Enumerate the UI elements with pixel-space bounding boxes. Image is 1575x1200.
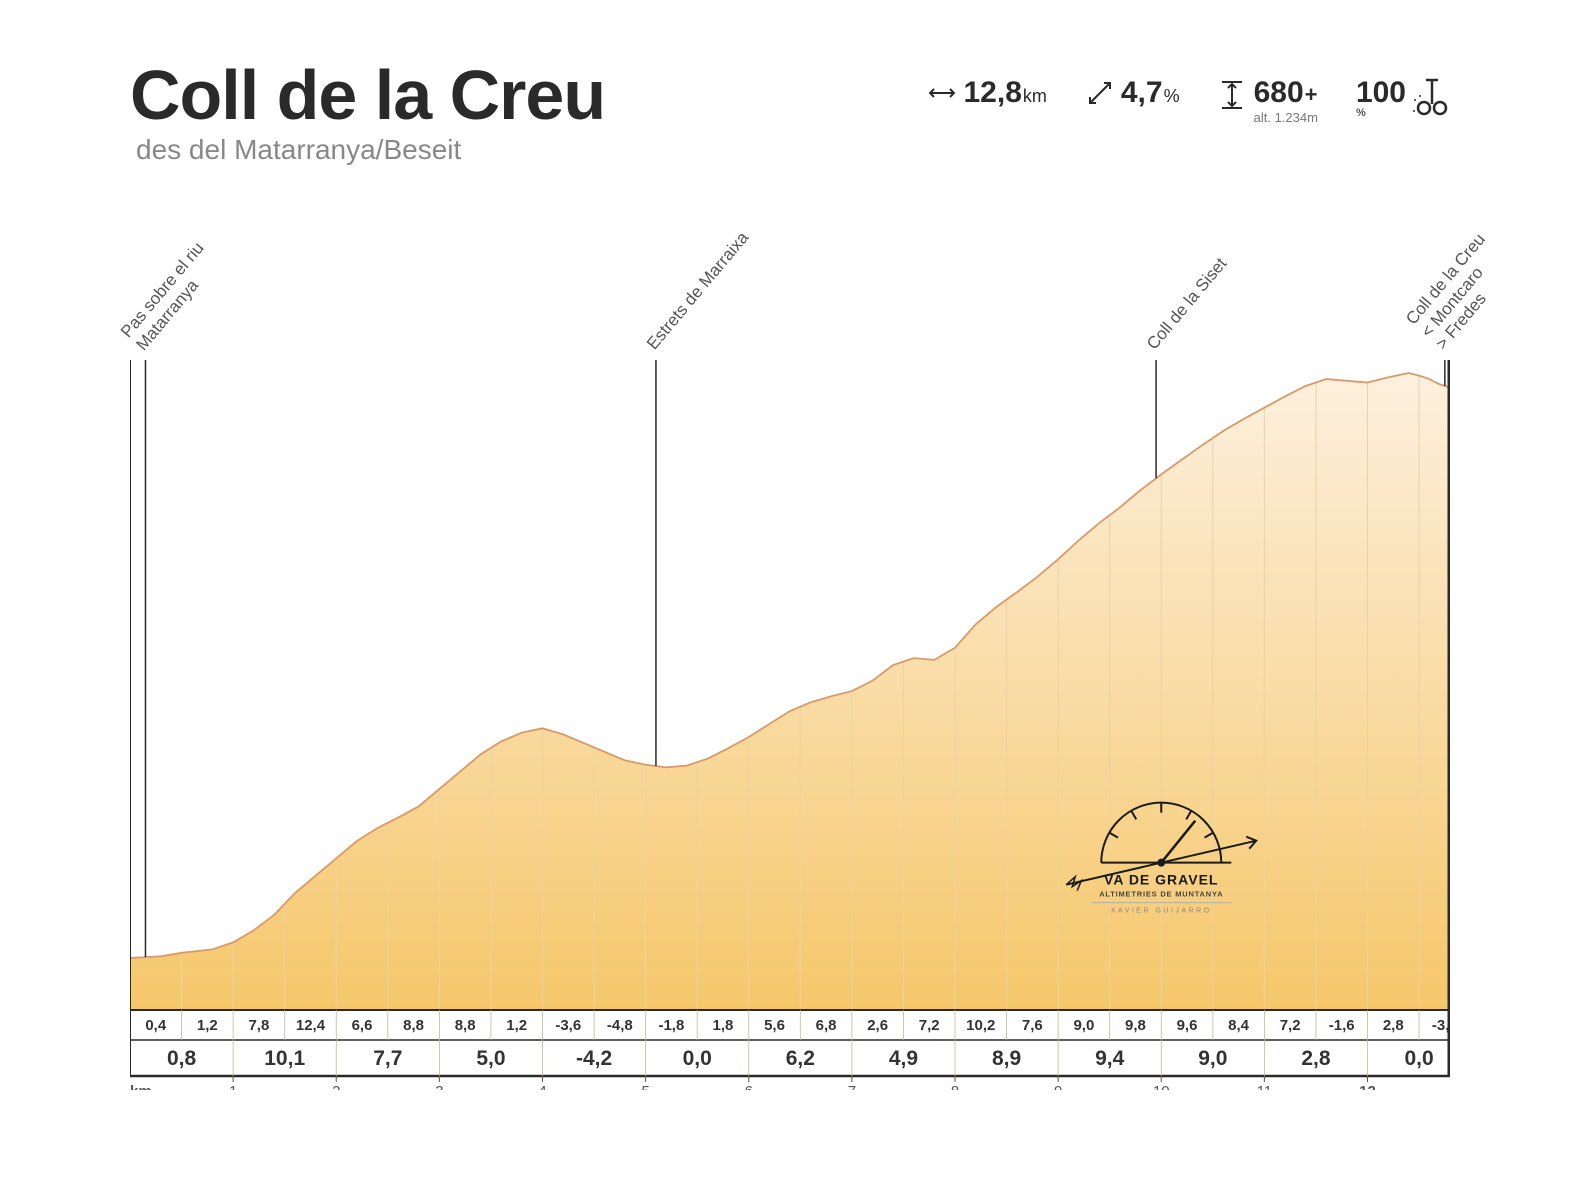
gravel-bike-icon [1412,78,1450,118]
gradient-half-label: 5,6 [764,1017,785,1034]
subtitle: des del Matarranya/Beseit [136,134,1450,166]
elevation-area [130,373,1450,1010]
elevation-icon [1218,78,1248,112]
gradient-half-label: 9,6 [1177,1017,1198,1034]
gradient-km-label: 0,0 [1404,1047,1433,1070]
gradient-half-label: 7,6 [1022,1017,1043,1034]
gradient-half-label: 1,8 [713,1017,734,1034]
gradient-half-label: 0,4 [145,1017,167,1034]
gradient-half-label: 6,8 [816,1017,837,1034]
svg-text:ALTIMETRIES DE MUNTANYA: ALTIMETRIES DE MUNTANYA [1099,890,1223,899]
surface-unit: % [1356,108,1406,119]
km-tick: 12 [1359,1083,1376,1090]
distance-unit: km [1023,86,1047,106]
km-tick: 6 [745,1083,753,1090]
km-tick: 2 [332,1083,340,1090]
gradient-km-label: 9,4 [1095,1047,1125,1070]
gradient-half-label: 1,2 [197,1017,218,1034]
km-tick: 5 [641,1083,649,1090]
gradient-km-label: 5,0 [476,1047,505,1070]
gradient-half-label: 2,8 [1383,1017,1404,1034]
stat-elevation: 680+ alt. 1.234m [1218,78,1318,125]
gradient-half-label: -3,6 [555,1017,581,1034]
stat-surface: 100 % [1356,78,1450,119]
gradient-half-label: 6,6 [352,1017,373,1034]
gradient-half-label: 8,4 [1228,1017,1250,1034]
gradient-half-label: 2,6 [867,1017,888,1034]
gradient-value: 4,7 [1121,76,1163,109]
km-axis-label: km [130,1083,152,1090]
svg-text:XAVIER GUIJARRO: XAVIER GUIJARRO [1111,908,1212,915]
gradient-half-label: 7,8 [248,1017,269,1034]
gradient-km-label: 10,1 [264,1047,305,1070]
header: Coll de la Creu des del Matarranya/Besei… [130,60,1450,190]
gradient-half-label: 10,2 [966,1017,995,1034]
elevation-chart: 0,4 1,2 7,8 12,4 6,6 8,8 8,8 1,2 -3,6 -4,8 -1,8 1,8… [130,230,1450,1090]
distance-icon [927,78,957,108]
surface-value: 100 [1356,76,1406,109]
gradient-half-label: 8,8 [403,1017,424,1034]
km-tick: 11 [1257,1083,1273,1090]
elev-sub: alt. 1.234m [1254,110,1318,125]
gradient-km-label: 6,2 [786,1047,815,1070]
gradient-km-label: 7,7 [373,1047,402,1070]
gradient-icon [1085,78,1115,108]
gradient-half-label: -4,8 [607,1017,633,1034]
gradient-km-label: -4,2 [576,1047,612,1070]
svg-text:VA DE GRAVEL: VA DE GRAVEL [1104,872,1218,888]
gradient-km-label: 4,9 [889,1047,918,1070]
gradient-km-label: 8,9 [992,1047,1021,1070]
gradient-half-label: -1,6 [1329,1017,1355,1034]
km-tick: 3 [435,1083,443,1090]
km-tick: 9 [1054,1083,1062,1090]
gradient-half-label: -3,5 [1432,1017,1450,1034]
gradient-half-label: 7,2 [1280,1017,1301,1034]
gradient-half-label: -1,8 [658,1017,684,1034]
gradient-km-label: 0,8 [167,1047,197,1070]
distance-value: 12,8 [963,76,1021,109]
km-tick: 4 [538,1083,546,1090]
gradient-half-label: 8,8 [455,1017,476,1034]
km-tick: 8 [951,1083,959,1090]
stat-gradient: 4,7% [1085,78,1180,108]
gradient-half-label: 9,0 [1073,1017,1094,1034]
gradient-km-label: 0,0 [683,1047,712,1070]
km-tick: 10 [1153,1083,1170,1090]
gradient-half-label: 12,4 [296,1017,326,1034]
km-tick: 7 [848,1083,856,1090]
stat-distance: 12,8km [927,78,1046,108]
stats-row: 12,8km 4,7% [927,78,1450,125]
elev-value: 680 [1254,76,1304,109]
gradient-unit: % [1164,86,1180,106]
gradient-half-label: 7,2 [919,1017,940,1034]
gradient-km-label: 2,8 [1301,1047,1331,1070]
gradient-km-label: 9,0 [1198,1047,1227,1070]
km-tick: 1 [229,1083,237,1090]
elev-plus: + [1305,82,1318,107]
gradient-half-label: 9,8 [1125,1017,1146,1034]
gradient-half-label: 1,2 [506,1017,527,1034]
